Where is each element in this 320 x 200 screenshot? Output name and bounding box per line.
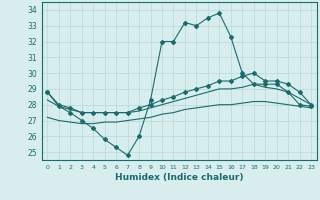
X-axis label: Humidex (Indice chaleur): Humidex (Indice chaleur) xyxy=(115,173,244,182)
